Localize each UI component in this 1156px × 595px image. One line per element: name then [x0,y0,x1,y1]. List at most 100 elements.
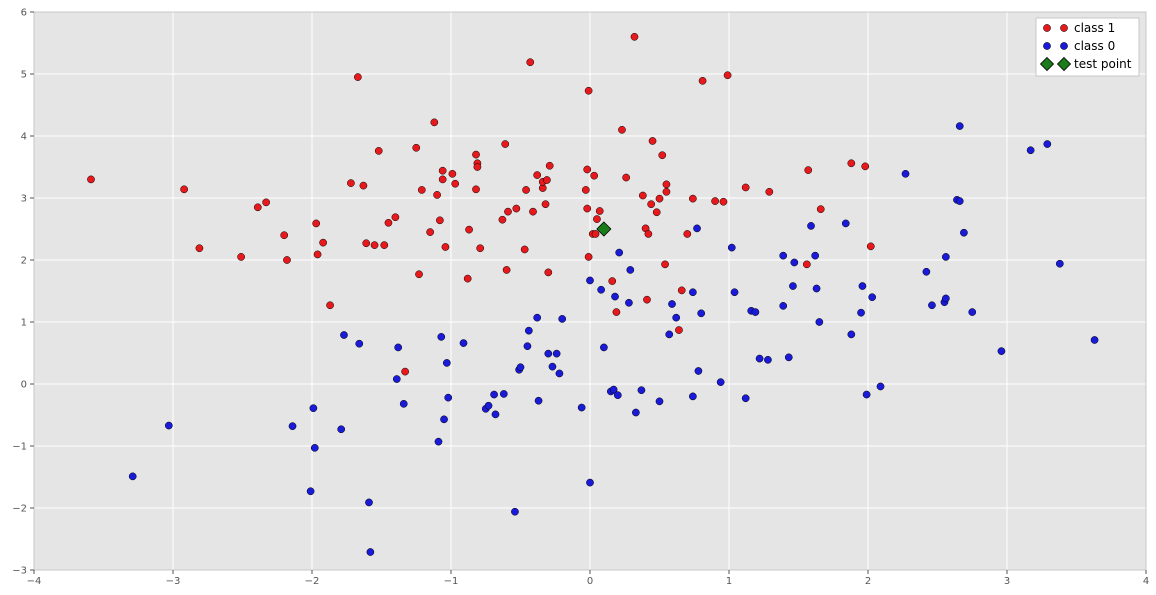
class0-point [716,378,725,386]
class0-point [751,308,760,316]
class1-point [412,143,421,152]
legend-class1-marker [1060,24,1068,32]
legend-class1-marker [1043,24,1051,32]
class0-point [955,122,964,130]
class0-point [484,401,493,410]
class1-point [476,244,485,253]
class1-point [698,76,707,85]
x-tick-label: −3 [166,576,181,587]
class0-point [340,331,348,339]
class0-point [730,288,739,297]
class1-point [504,207,512,216]
class1-point [512,204,521,213]
class0-point [164,421,173,430]
class1-point [644,230,653,238]
class1-point [472,185,480,194]
class1-point [662,187,671,196]
class1-point [441,243,450,251]
class0-point [672,313,681,322]
class1-point [584,86,593,95]
class1-point [465,225,473,234]
class0-point [499,390,508,398]
class1-point [180,185,188,194]
class0-point [876,382,885,391]
class0-point [597,285,605,294]
class1-point [501,140,510,148]
class1-point [595,207,604,215]
class0-point [625,298,633,307]
y-tick-label: 2 [21,256,27,267]
class0-point [997,347,1006,355]
class1-point [370,241,379,249]
class1-point [433,191,441,199]
class1-point [195,244,204,253]
class0-point [577,403,586,412]
class1-point [802,260,811,269]
test-point-marker [596,221,612,237]
y-tick-label: −3 [12,566,27,577]
x-tick-label: 2 [865,576,871,587]
legend-box [1035,17,1140,77]
legend-test-point-marker [1056,56,1072,72]
class0-point [128,472,137,481]
class1-point [472,150,480,159]
class1-point [541,200,550,209]
class1-point [591,230,600,238]
class0-point [727,243,736,252]
class0-point [615,248,624,257]
class1-point [451,179,460,188]
class1-point [473,163,482,171]
class1-point [438,175,447,184]
class0-point [697,309,706,318]
x-tick-label: 1 [726,576,732,587]
class1-point [237,253,245,261]
class0-point [534,396,543,405]
class1-point [463,274,472,283]
class1-point [765,187,774,196]
class0-point [637,386,646,395]
class0-point [626,266,635,274]
class1-point [847,159,856,168]
class0-point [310,444,319,452]
class0-point [779,251,788,260]
class0-point [784,353,793,362]
x-axis: −4 −3 −2 −1 0 1 2 3 4 [27,570,1149,587]
class1-point [544,268,553,277]
class1-point [647,200,656,209]
class0-point [694,367,703,375]
class0-point [689,392,697,401]
class0-point [491,410,500,419]
class0-point [689,288,697,297]
class1-point [652,208,661,217]
x-tick-label: 3 [1004,576,1010,587]
y-tick-label: 5 [21,70,27,81]
class1-point [384,218,393,227]
y-tick-label: −1 [12,442,27,453]
class0-point [790,258,799,267]
legend-label: class 0 [1074,39,1115,53]
class1-point [417,186,426,194]
class0-point [586,478,594,487]
class1-point [359,181,368,190]
class1-point [583,165,592,174]
class0-point [941,253,950,261]
class0-point [1026,146,1035,155]
class0-point [355,339,364,348]
class0-point [960,228,968,237]
class1-point [545,161,554,170]
class1-point [804,166,813,174]
x-tick-label: −2 [305,576,320,587]
class1-point [280,231,289,240]
class0-point [555,369,564,378]
class0-point [399,399,408,408]
class0-point [807,222,815,230]
class0-point [655,397,664,406]
x-tick-label: −4 [27,576,42,587]
class1-point [655,194,664,203]
class0-point [365,498,373,507]
class1-point [675,326,683,334]
class1-point [723,71,732,80]
class1-point [533,171,542,179]
class0-point [668,300,676,308]
